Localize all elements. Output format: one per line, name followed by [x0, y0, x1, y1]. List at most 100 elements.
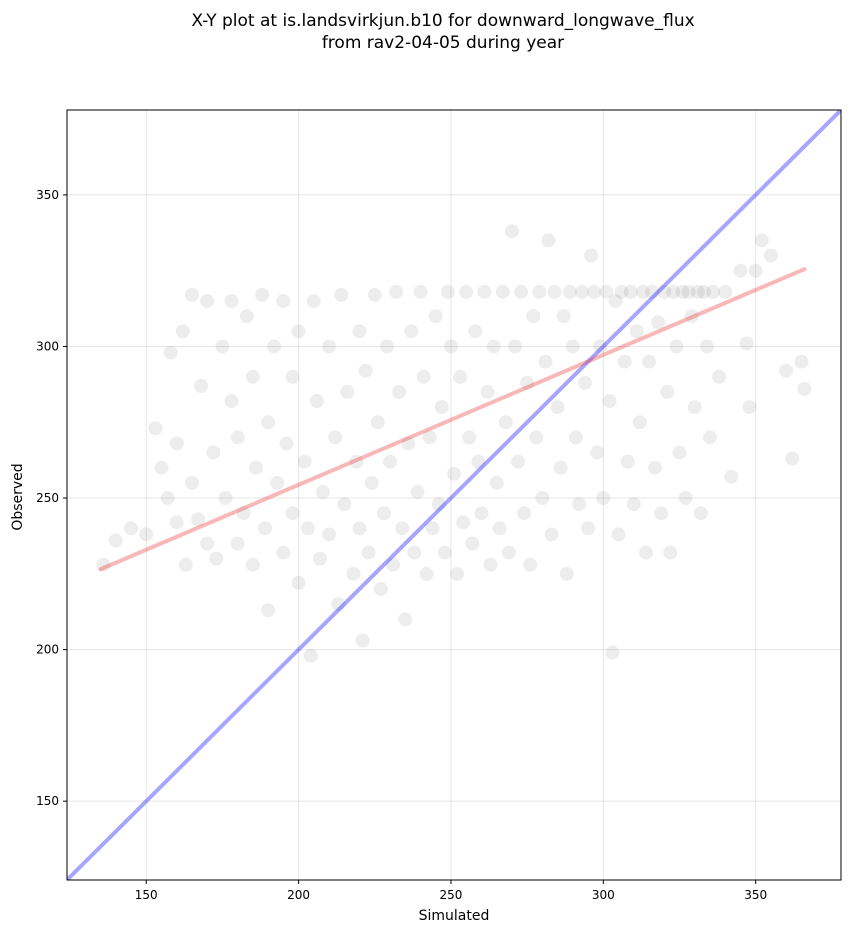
scatter-point — [346, 566, 361, 581]
grid-layer — [67, 110, 841, 880]
scatter-point — [797, 381, 812, 396]
scatter-point — [194, 378, 209, 393]
scatter-point — [139, 527, 154, 542]
scatter-point — [398, 612, 413, 627]
chart-title-line1: X-Y plot at is.landsvirkjun.b10 for down… — [191, 11, 694, 31]
scatter-point — [562, 284, 577, 299]
scatter-point — [520, 375, 535, 390]
scatter-point — [614, 284, 629, 299]
scatter-point — [642, 354, 657, 369]
scatter-point — [358, 363, 373, 378]
scatter-point — [230, 536, 245, 551]
scatter-point — [620, 454, 635, 469]
y-axis-ticks: 150 200 250 300 350 — [36, 188, 67, 808]
scatter-point — [306, 293, 321, 308]
plot-frame — [66, 109, 842, 881]
scatter-point — [419, 566, 434, 581]
scatter-point — [245, 369, 260, 384]
scatter-point — [428, 309, 443, 324]
scatter-point — [416, 369, 431, 384]
scatter-point — [258, 521, 273, 536]
scatter-point — [712, 369, 727, 384]
scatter-point — [681, 284, 696, 299]
scatter-point — [495, 284, 510, 299]
scatter-point — [331, 597, 346, 612]
scatter-point — [297, 454, 312, 469]
scatter-point — [443, 339, 458, 354]
scatter-point — [239, 309, 254, 324]
scatter-point — [379, 339, 394, 354]
scatter-point — [108, 533, 123, 548]
scatter-point — [514, 284, 529, 299]
scatter-point — [623, 284, 638, 299]
scatter-point — [565, 339, 580, 354]
scatter-point — [611, 527, 626, 542]
scatter-point — [693, 506, 708, 521]
scatter-point — [200, 536, 215, 551]
scatter-point — [163, 345, 178, 360]
scatter-point — [184, 287, 199, 302]
scatter-point — [169, 436, 184, 451]
scatter-point — [276, 293, 291, 308]
scatter-point — [687, 400, 702, 415]
scatter-point — [593, 339, 608, 354]
scatter-point — [492, 521, 507, 536]
scatter-point — [571, 497, 586, 512]
scatter-point — [309, 394, 324, 409]
scatter-point — [175, 324, 190, 339]
scatter-point — [666, 284, 681, 299]
scatter-point — [763, 248, 778, 263]
scatter-point — [733, 263, 748, 278]
scatter-point — [276, 545, 291, 560]
scatter-point — [206, 445, 221, 460]
scatter-point — [401, 436, 416, 451]
scatter-point — [696, 284, 711, 299]
scatter-point — [532, 284, 547, 299]
scatter-point — [724, 469, 739, 484]
scatter-point — [556, 309, 571, 324]
scatter-point — [608, 293, 623, 308]
scatter-point — [471, 454, 486, 469]
scatter-point — [706, 284, 721, 299]
scatter-point — [340, 384, 355, 399]
scatter-point — [447, 466, 461, 481]
scatter-point — [651, 315, 666, 330]
scatter-point — [312, 551, 327, 566]
scatter-point — [334, 287, 349, 302]
scatter-point — [779, 363, 794, 378]
scatter-point — [474, 506, 489, 521]
scatter-point — [684, 309, 699, 324]
scatter-point — [617, 354, 632, 369]
scatter-point — [629, 324, 644, 339]
scatter-point — [218, 491, 233, 506]
scatter-point — [596, 491, 611, 506]
scatter-point — [191, 512, 206, 527]
y-tick-label: 300 — [36, 339, 59, 353]
scatter-point — [663, 545, 678, 560]
scatter-point — [568, 430, 583, 445]
scatter-point — [541, 233, 556, 248]
scatter-point — [468, 324, 483, 339]
scatter-point — [370, 415, 385, 430]
scatter-point — [785, 451, 800, 466]
scatter-point — [657, 284, 672, 299]
scatter-point — [675, 284, 690, 299]
scatter-point — [702, 430, 717, 445]
scatter-point — [489, 475, 504, 490]
scatter-point — [547, 284, 562, 299]
scatter-point — [480, 384, 495, 399]
scatter-point — [459, 284, 474, 299]
scatter-point — [578, 375, 593, 390]
scatter-point — [413, 284, 428, 299]
scatter-point — [236, 506, 251, 521]
scatter-point — [410, 484, 425, 499]
scatter-point — [392, 384, 407, 399]
scatter-point — [754, 233, 769, 248]
scatter-point — [742, 400, 757, 415]
scatter-point — [581, 521, 596, 536]
scatter-point — [510, 454, 525, 469]
scatter-point — [690, 284, 705, 299]
scatter-point — [559, 566, 574, 581]
y-tick-label: 150 — [36, 794, 59, 808]
